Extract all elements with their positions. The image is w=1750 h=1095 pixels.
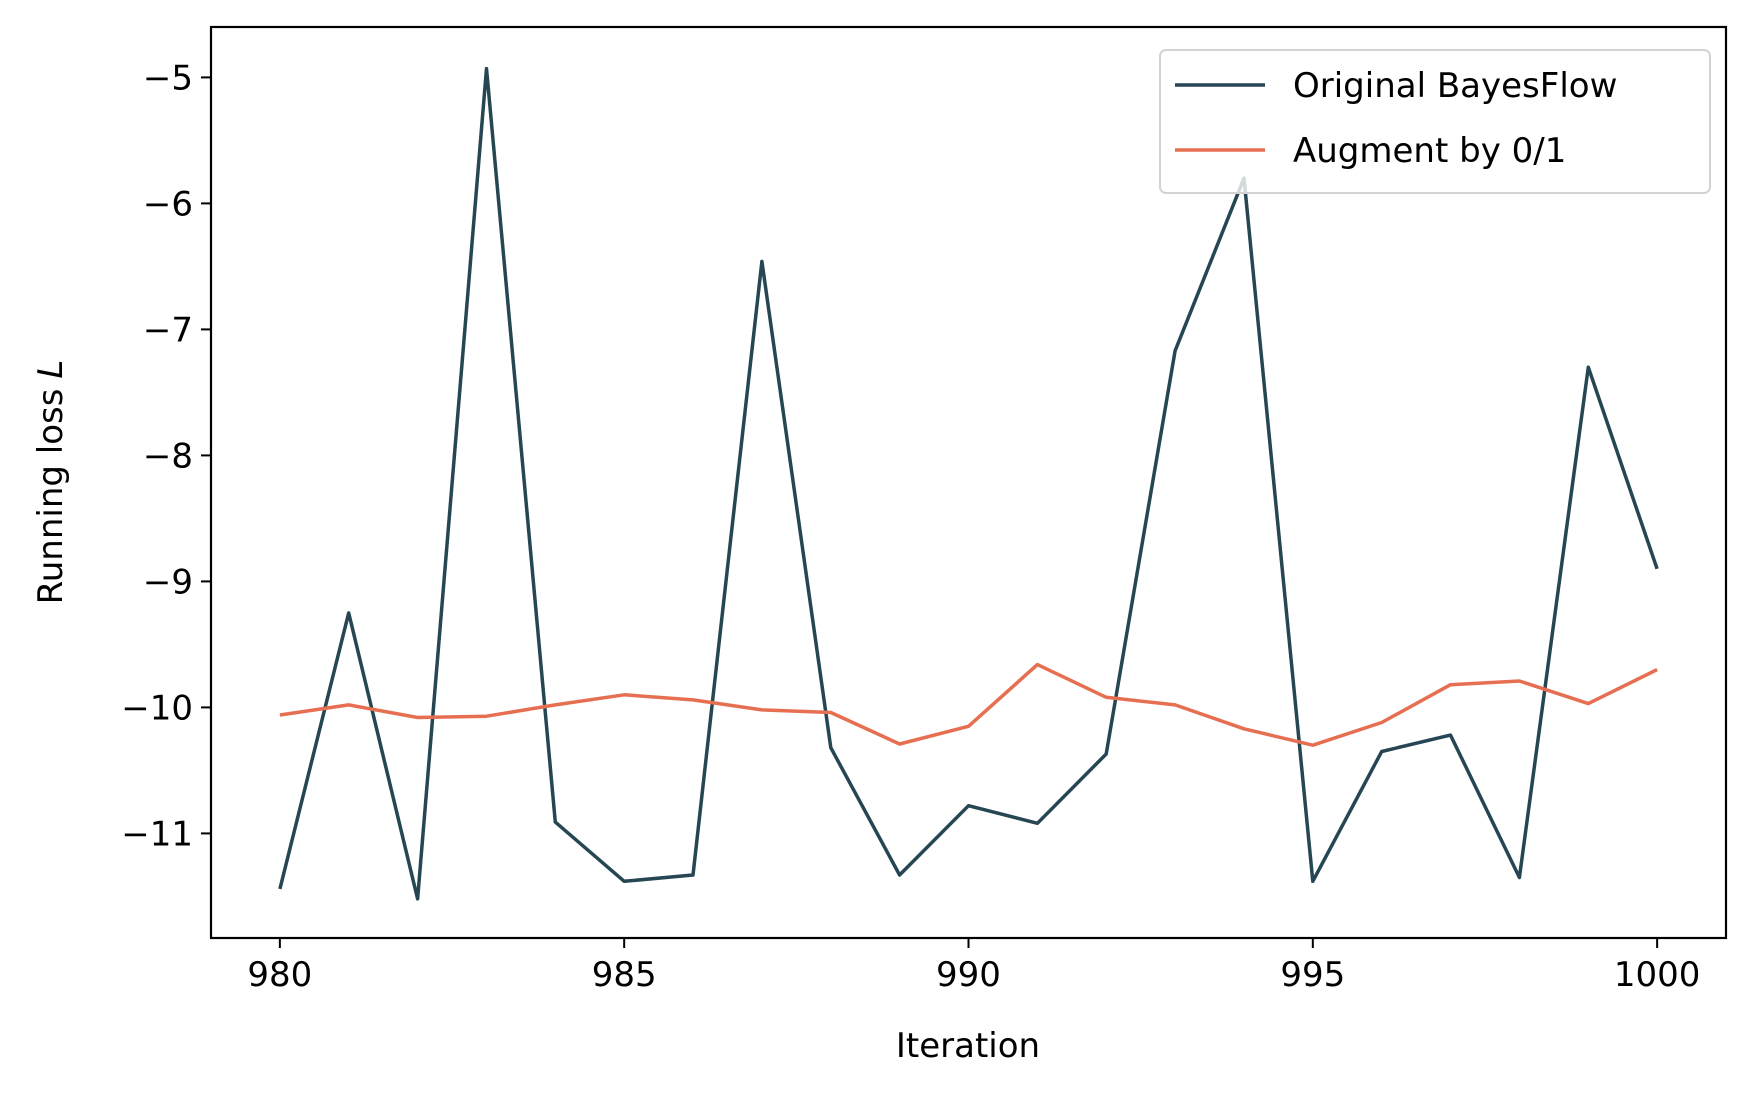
- legend-box: [1159, 49, 1711, 194]
- legend: Original BayesFlow Augment by 0/1: [1159, 49, 1711, 194]
- y-tick-label: −6: [143, 184, 193, 224]
- y-tick-label: −11: [121, 814, 193, 854]
- legend-label-augment: Augment by 0/1: [1293, 131, 1566, 171]
- plot-lines: [278, 66, 1659, 901]
- y-tick-label: −8: [143, 436, 193, 476]
- y-tick-label: −7: [143, 310, 193, 350]
- y-axis: −11 −10 −9 −8 −7 −6 −5: [121, 58, 211, 854]
- x-tick-label: 1000: [1614, 955, 1701, 995]
- x-axis: 980 985 990 995 1000: [247, 938, 1700, 995]
- y-tick-label: −5: [143, 58, 193, 98]
- y-tick-label: −9: [143, 562, 193, 602]
- x-tick-label: 990: [936, 955, 1001, 995]
- x-axis-label: Iteration: [896, 1026, 1040, 1066]
- y-tick-label: −10: [121, 688, 193, 728]
- legend-label-original: Original BayesFlow: [1293, 66, 1617, 106]
- x-tick-label: 995: [1280, 955, 1345, 995]
- y-axis-label: Running loss L: [31, 360, 71, 605]
- series-line-original-bayesflow: [278, 66, 1659, 901]
- x-tick-label: 985: [592, 955, 657, 995]
- y-axis-label-symbol: L: [31, 360, 71, 379]
- y-axis-label-text: Running loss: [31, 389, 71, 605]
- x-tick-label: 980: [247, 955, 312, 995]
- series-line-augment: [279, 662, 1658, 747]
